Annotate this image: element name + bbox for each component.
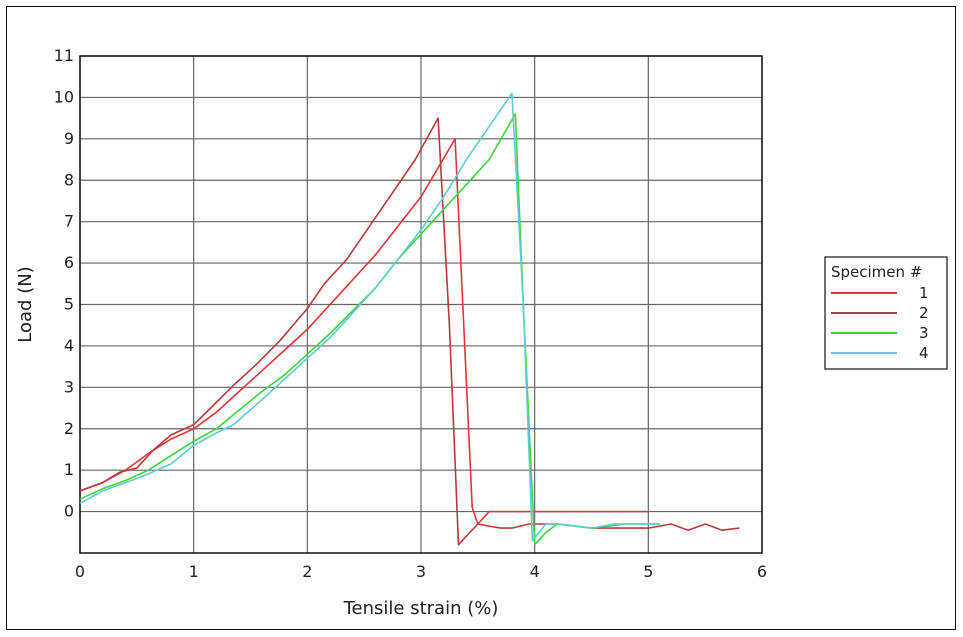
y-tick-label: 2 <box>64 419 74 438</box>
x-axis-label: Tensile strain (%) <box>343 598 499 619</box>
y-tick-label: 10 <box>54 87 74 106</box>
series-line-4 <box>79 92 660 542</box>
y-axis-label: Load (N) <box>15 266 36 342</box>
series-line-3 <box>79 113 660 546</box>
legend-label-3: 3 <box>919 324 929 342</box>
plot-area-border <box>79 55 763 554</box>
y-tick-label: 11 <box>54 46 74 65</box>
chart-frame: 0 1 2 3 4 5 6 7 8 9 10 11 0 1 2 3 4 5 6 Tensile strain (%… <box>6 6 956 630</box>
legend-title: Specimen # <box>831 263 922 281</box>
x-tick-label: 4 <box>530 562 540 581</box>
y-tick-label: 1 <box>64 460 74 479</box>
legend-items: 1 2 3 4 <box>831 284 929 362</box>
y-tick-label: 8 <box>64 170 74 189</box>
x-tick-labels: 0 1 2 3 4 5 6 <box>75 562 767 581</box>
y-tick-label: 7 <box>64 212 74 231</box>
load-strain-chart: 0 1 2 3 4 5 6 7 8 9 10 11 0 1 2 3 4 5 6 Tensile strain (%… <box>15 46 948 619</box>
x-tick-label: 0 <box>75 562 85 581</box>
legend-label-1: 1 <box>919 284 929 302</box>
legend-label-2: 2 <box>919 304 929 322</box>
y-tick-label: 4 <box>64 336 74 355</box>
y-tick-labels: 0 1 2 3 4 5 6 7 8 9 10 11 <box>54 46 74 521</box>
x-tick-label: 3 <box>416 562 426 581</box>
series-lines <box>79 92 740 546</box>
x-tick-label: 1 <box>189 562 199 581</box>
y-tick-label: 0 <box>64 502 74 521</box>
series-line-2 <box>79 117 740 546</box>
series-line-1 <box>79 138 649 525</box>
y-tick-label: 9 <box>64 129 74 148</box>
y-tick-label: 5 <box>64 295 74 314</box>
grid-lines <box>79 55 763 553</box>
y-tick-label: 3 <box>64 377 74 396</box>
x-tick-label: 6 <box>757 562 767 581</box>
legend-label-4: 4 <box>919 344 929 362</box>
x-tick-label: 2 <box>302 562 312 581</box>
y-tick-label: 6 <box>64 253 74 272</box>
x-tick-label: 5 <box>643 562 653 581</box>
legend: Specimen # 1 2 3 4 <box>824 256 948 370</box>
